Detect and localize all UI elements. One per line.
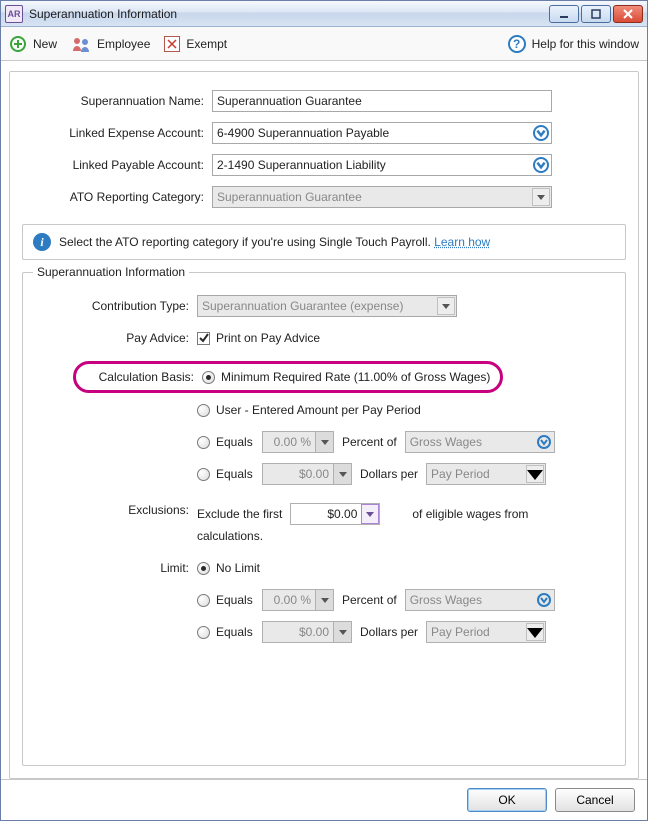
form-top: Superannuation Name: Linked Expense Acco… (22, 80, 626, 222)
expense-dropdown-icon[interactable] (531, 123, 551, 143)
info-text: Select the ATO reporting category if you… (59, 235, 434, 249)
dollars-per-label-1: Dollars per (360, 467, 418, 481)
toolbar: New Employee Exempt ? Help for this wind… (1, 27, 647, 61)
calculation-basis-highlight: Calculation Basis: Minimum Required Rate… (73, 361, 503, 393)
cancel-button[interactable]: Cancel (555, 788, 635, 812)
window-root: AR Superannuation Information New (0, 0, 648, 821)
payable-input[interactable] (212, 154, 552, 176)
exclusions-text-b: of eligible wages from (412, 507, 528, 521)
exempt-button[interactable]: Exempt (164, 36, 227, 52)
help-button[interactable]: ? Help for this window (508, 35, 639, 53)
limit-nolimit-text: No Limit (216, 561, 260, 575)
new-label: New (33, 37, 57, 51)
exempt-label: Exempt (186, 37, 227, 51)
limit-label: Limit: (47, 561, 197, 575)
equals-label-1: Equals (216, 435, 262, 449)
calc-equals-dollars-radio[interactable] (197, 468, 210, 481)
help-label: Help for this window (532, 37, 639, 51)
window-title: Superannuation Information (29, 7, 549, 21)
ok-button[interactable]: OK (467, 788, 547, 812)
minimize-button[interactable] (549, 5, 579, 23)
contribution-type-value: Superannuation Guarantee (expense) (202, 299, 403, 313)
dropdown-icon[interactable] (315, 590, 333, 610)
chevron-down-icon (526, 465, 544, 483)
percent-of-label-2: Percent of (342, 593, 397, 607)
pay-advice-label: Pay Advice: (47, 331, 197, 345)
dollars-per-label-2: Dollars per (360, 625, 418, 639)
employee-label: Employee (97, 37, 150, 51)
ato-label: ATO Reporting Category: (30, 190, 212, 204)
equals-label-2: Equals (216, 467, 262, 481)
new-button[interactable]: New (9, 35, 57, 53)
main-panel: Superannuation Name: Linked Expense Acco… (9, 71, 639, 779)
chevron-down-icon (535, 591, 553, 609)
contribution-type-select[interactable]: Superannuation Guarantee (expense) (197, 295, 457, 317)
percent-of-value-1: Gross Wages (410, 435, 482, 449)
learn-how-link[interactable]: Learn how (434, 235, 490, 249)
calc-user-entered-text: User - Entered Amount per Pay Period (216, 403, 421, 417)
dollars-per-value-1: Pay Period (431, 467, 490, 481)
limit-equals-percent-radio[interactable] (197, 594, 210, 607)
exclusions-text-a: Exclude the first (197, 507, 282, 521)
exclusions-text-c: calculations. (197, 529, 528, 543)
percent-of-label-1: Percent of (342, 435, 397, 449)
app-icon: AR (5, 5, 23, 23)
payable-label: Linked Payable Account: (30, 158, 212, 172)
percent-of-select-1[interactable]: Gross Wages (405, 431, 555, 453)
dropdown-icon[interactable] (333, 622, 351, 642)
chevron-down-icon (526, 623, 544, 641)
name-label: Superannuation Name: (30, 94, 212, 108)
expense-label: Linked Expense Account: (30, 126, 212, 140)
calc-minimum-rate-radio[interactable] (202, 371, 215, 384)
limit-nolimit-radio[interactable] (197, 562, 210, 575)
plus-icon (9, 35, 27, 53)
percent-of-value-2: Gross Wages (410, 593, 482, 607)
close-button[interactable] (613, 5, 643, 23)
exclusions-label: Exclusions: (47, 503, 197, 517)
info-banner: i Select the ATO reporting category if y… (22, 224, 626, 260)
titlebar: AR Superannuation Information (1, 1, 647, 27)
employee-button[interactable]: Employee (71, 35, 150, 53)
super-info-group: Superannuation Information Contribution … (22, 272, 626, 766)
equals-label-4: Equals (216, 625, 262, 639)
chevron-down-icon (437, 297, 455, 315)
expense-input[interactable] (212, 122, 552, 144)
exempt-icon (164, 36, 180, 52)
help-icon: ? (508, 35, 526, 53)
percent-of-select-2[interactable]: Gross Wages (405, 589, 555, 611)
content-area: Superannuation Name: Linked Expense Acco… (1, 61, 647, 779)
dollars-per-select-1[interactable]: Pay Period (426, 463, 546, 485)
contribution-type-label: Contribution Type: (47, 299, 197, 313)
calc-equals-percent-radio[interactable] (197, 436, 210, 449)
dollars-per-select-2[interactable]: Pay Period (426, 621, 546, 643)
info-icon: i (33, 233, 51, 251)
dropdown-icon[interactable] (315, 432, 333, 452)
dropdown-icon[interactable] (333, 464, 351, 484)
footer: OK Cancel (1, 779, 647, 820)
employee-icon (71, 35, 91, 53)
payable-dropdown-icon[interactable] (531, 155, 551, 175)
name-input[interactable] (212, 90, 552, 112)
group-legend: Superannuation Information (33, 265, 189, 279)
print-pay-advice-text: Print on Pay Advice (216, 331, 320, 345)
dropdown-icon[interactable] (361, 504, 379, 524)
print-pay-advice-checkbox[interactable] (197, 332, 210, 345)
chevron-down-icon (535, 433, 553, 451)
equals-label-3: Equals (216, 593, 262, 607)
maximize-button[interactable] (581, 5, 611, 23)
chevron-down-icon (532, 188, 550, 206)
calculation-basis-label: Calculation Basis: (86, 370, 202, 384)
limit-equals-dollars-radio[interactable] (197, 626, 210, 639)
calc-user-entered-radio[interactable] (197, 404, 210, 417)
ato-value: Superannuation Guarantee (217, 190, 362, 204)
dollars-per-value-2: Pay Period (431, 625, 490, 639)
calc-minimum-rate-text: Minimum Required Rate (11.00% of Gross W… (221, 370, 490, 384)
ato-select[interactable]: Superannuation Guarantee (212, 186, 552, 208)
